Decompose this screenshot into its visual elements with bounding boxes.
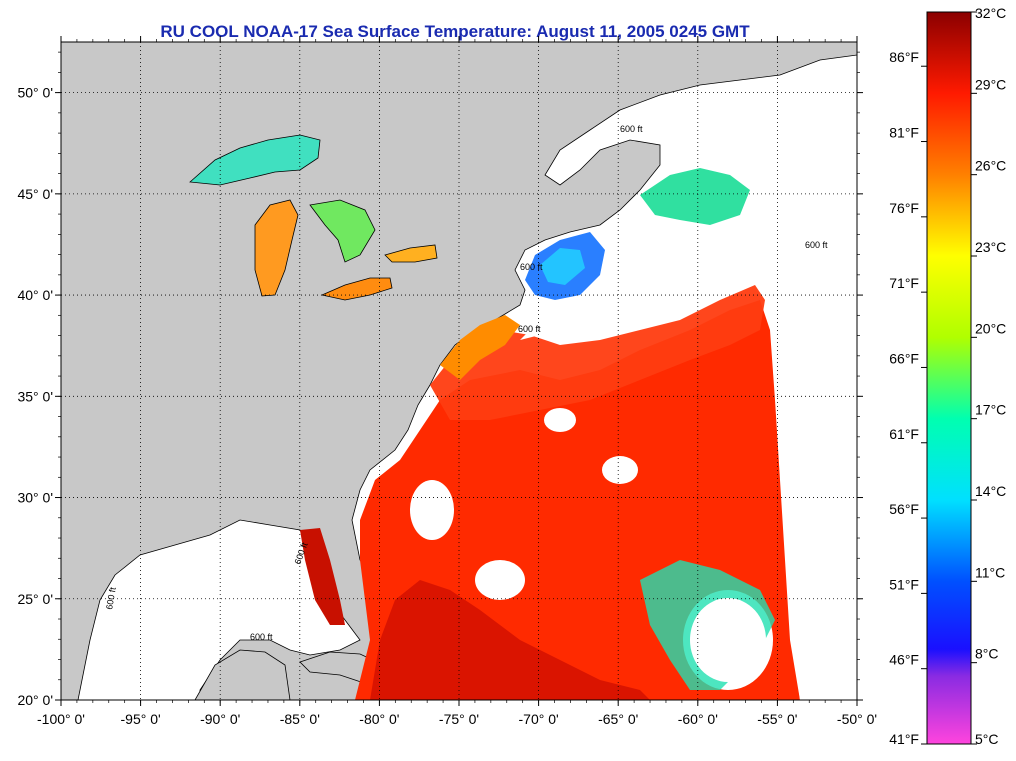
isobath-label-grand-banks: 600 ft [805, 240, 828, 250]
lon-tick-label: -90° 0' [200, 711, 240, 727]
longitude-labels: -100° 0' -95° 0' -90° 0' -85° 0' -80° 0' -75°… [37, 711, 877, 727]
cloud-patch-mid [602, 456, 638, 484]
lon-tick-label: -70° 0' [519, 711, 559, 727]
lon-tick-label: -100° 0' [37, 711, 85, 727]
colorbar-c-label: 26°C [975, 158, 1006, 174]
lake-michigan [254, 199, 299, 297]
colorbar-c-label: 14°C [975, 483, 1006, 499]
colorbar-f-label: 61°F [889, 426, 919, 442]
colorbar-f-label: 86°F [889, 49, 919, 65]
isobath-label-maine: 600 ft [520, 262, 543, 272]
isobath-label-gulf-west: 600 ft [104, 586, 118, 610]
gridlines [61, 42, 857, 700]
lake-erie [320, 277, 393, 301]
colorbar-f-label: 46°F [889, 652, 919, 668]
colorbar-c-label: 20°C [975, 320, 1006, 336]
latitude-labels: 20° 0' 25° 0' 30° 0' 35° 0' 40° 0' 45° 0' 50° … [17, 85, 53, 708]
lon-tick-label: -60° 0' [678, 711, 718, 727]
lake-huron [309, 199, 376, 263]
lat-tick-label: 30° 0' [17, 490, 53, 506]
colorbar-f-label: 41°F [889, 731, 919, 747]
hurricane-eye-cloud [690, 598, 766, 682]
lat-tick-label: 50° 0' [17, 85, 53, 101]
colorbar-f-label: 71°F [889, 275, 919, 291]
isobath-label-gulf-south: 600 ft [250, 632, 273, 642]
colorbar [926, 11, 972, 745]
colorbar-c-label: 32°C [975, 5, 1006, 21]
colorbar-f-label: 76°F [889, 200, 919, 216]
sst-shelf-orange [440, 315, 520, 380]
sst-florida-strip [300, 528, 345, 625]
lake-superior [189, 134, 321, 186]
colorbar-c-label: 8°C [975, 646, 999, 662]
colorbar-c-label: 29°C [975, 76, 1006, 92]
isobath-label-nj: 600 ft [518, 324, 541, 334]
cloud-patch-mid2 [544, 408, 576, 432]
lon-tick-label: -65° 0' [598, 711, 638, 727]
lon-tick-label: -85° 0' [280, 711, 320, 727]
lon-tick-label: -80° 0' [359, 711, 399, 727]
colorbar-c-label: 11°C [975, 564, 1005, 580]
lon-tick-label: -50° 0' [837, 711, 877, 727]
cloud-patch-center [475, 560, 525, 600]
sst-gulf-stream [430, 285, 765, 420]
yucatan-land [194, 649, 291, 700]
cloud-patch-west [410, 480, 454, 540]
colorbar-f-label: 56°F [889, 501, 919, 517]
lake-ontario [384, 244, 438, 263]
colorbar-f-label: 81°F [889, 125, 919, 141]
lat-tick-label: 45° 0' [17, 186, 53, 202]
lat-tick-label: 20° 0' [17, 692, 53, 708]
colorbar-c-label: 17°C [975, 402, 1006, 418]
lat-tick-label: 35° 0' [17, 388, 53, 404]
cloud-patch-north [520, 240, 765, 340]
axis-ticks [55, 36, 863, 706]
cloud-patch-east [770, 190, 857, 700]
colorbar-celsius-labels: 32°C 29°C 26°C 23°C 20°C 17°C 14°C 11°C 8°C 5°C [971, 5, 1006, 747]
lat-tick-label: 25° 0' [17, 591, 53, 607]
colorbar-c-label: 23°C [975, 239, 1006, 255]
lon-tick-label: -95° 0' [121, 711, 161, 727]
colorbar-f-label: 51°F [889, 576, 919, 592]
lon-tick-label: -55° 0' [757, 711, 797, 727]
colorbar-fahrenheit-labels: 86°F 81°F 76°F 71°F 66°F 61°F 56°F 51°F 46°F 41°F [889, 49, 927, 747]
map-title: RU COOL NOAA-17 Sea Surface Temperature:… [160, 22, 750, 41]
colorbar-c-label: 5°C [975, 731, 999, 747]
isobath-label-canada: 600 ft [620, 124, 643, 134]
lon-tick-label: -75° 0' [439, 711, 479, 727]
sst-gulf-of-maine-cold [540, 248, 585, 285]
colorbar-f-label: 66°F [889, 350, 919, 366]
sst-scotian-shelf [640, 168, 750, 225]
lat-tick-label: 40° 0' [17, 287, 53, 303]
sst-hot-caribbean [370, 580, 650, 700]
